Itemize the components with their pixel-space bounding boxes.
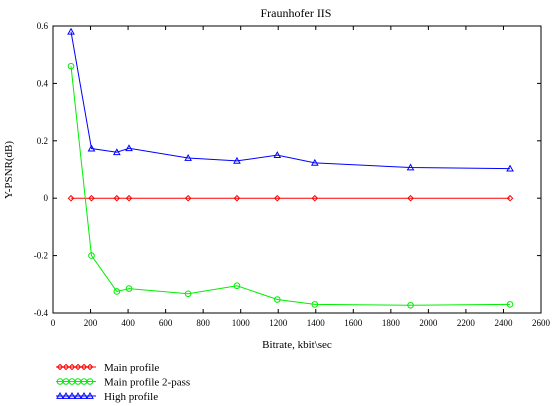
legend-item: Main profile <box>56 362 159 374</box>
data-point <box>311 301 319 308</box>
legend-marker <box>68 363 76 371</box>
legend-marker <box>56 363 64 371</box>
legend-label: Main profile 2-pass <box>104 377 190 389</box>
series-line <box>70 31 511 170</box>
data-point <box>311 194 319 202</box>
data-point <box>310 158 319 166</box>
data-point <box>125 194 133 202</box>
legend-marker <box>56 391 64 399</box>
data-point <box>273 151 282 159</box>
data-point <box>67 27 75 35</box>
plot-frame <box>52 25 542 314</box>
data-point <box>184 290 192 298</box>
legend-marker <box>80 391 88 399</box>
data-point <box>506 164 514 172</box>
y-tick-label: 0.4 <box>37 78 49 88</box>
data-point <box>273 296 281 303</box>
data-point <box>506 194 514 202</box>
y-axis-title: Y-PSNR(dB) <box>3 141 15 199</box>
x-tick-label: 1600 <box>344 318 363 328</box>
y-tick-label: -0.4 <box>34 308 49 318</box>
data-point <box>67 194 75 202</box>
series-layer <box>67 27 514 309</box>
legend-marker <box>86 391 94 399</box>
data-point <box>113 194 121 202</box>
x-tick-label: 200 <box>84 318 98 328</box>
series-0 <box>67 194 514 202</box>
legend-marker <box>74 391 82 399</box>
x-tick-label: 0 <box>51 318 56 328</box>
data-point <box>233 194 241 202</box>
x-tick-label: 1400 <box>307 318 326 328</box>
y-tick-labels: -0.4 -0.2 0 0.2 0.4 0.6 <box>34 21 49 318</box>
series-line <box>70 66 511 306</box>
x-tick-label: 400 <box>121 318 135 328</box>
legend-item: Main profile 2-pass <box>56 377 190 389</box>
series-1 <box>67 62 514 309</box>
legend-marker <box>74 363 82 371</box>
legend-marker <box>68 391 76 399</box>
x-tick-label: 1800 <box>382 318 401 328</box>
data-point <box>407 194 414 202</box>
x-tick-label: 2200 <box>457 318 476 328</box>
x-tick-label: 2400 <box>494 318 513 328</box>
data-point <box>233 282 241 290</box>
legend-label: High profile <box>104 391 158 403</box>
data-point <box>88 194 95 202</box>
legend-marker <box>62 363 70 371</box>
data-point <box>233 156 241 164</box>
x-tick-label: 2000 <box>419 318 438 328</box>
series-2 <box>67 27 514 172</box>
data-point <box>125 144 133 152</box>
data-point <box>184 153 192 161</box>
data-point <box>125 285 133 292</box>
x-tick-label: 800 <box>196 318 210 328</box>
data-point <box>184 194 192 202</box>
x-tick-label: 2600 <box>532 318 551 328</box>
legend-item: High profile <box>56 391 158 403</box>
x-axis-title: Bitrate, kbit\sec <box>262 339 332 351</box>
data-point <box>88 252 95 259</box>
data-point <box>113 288 121 295</box>
axis-ticks <box>52 25 542 314</box>
chart-title: Fraunhofer IIS <box>261 6 332 20</box>
y-tick-label: 0 <box>44 193 49 203</box>
y-tick-label: 0.2 <box>37 136 48 146</box>
data-point <box>407 301 414 309</box>
legend-label: Main profile <box>104 362 159 374</box>
legend-marker <box>86 363 94 371</box>
data-point <box>87 144 96 152</box>
legend-marker <box>62 391 70 399</box>
data-point <box>67 62 75 70</box>
y-tick-label: 0.6 <box>37 21 49 31</box>
x-tick-label: 1200 <box>269 318 288 328</box>
x-tick-labels: 0 200 400 600 800 1000 1200 1400 1600 1800 2000 220… <box>51 318 551 328</box>
x-tick-label: 1000 <box>232 318 251 328</box>
x-tick-label: 600 <box>159 318 173 328</box>
y-tick-label: -0.2 <box>34 251 48 261</box>
data-point <box>273 194 281 202</box>
data-point <box>406 163 415 171</box>
legend-marker <box>80 363 88 371</box>
data-point <box>112 148 121 156</box>
data-point <box>506 301 514 308</box>
legend: Main profile Main profile 2-pass High prof… <box>56 362 190 403</box>
legend-marker <box>86 378 94 385</box>
